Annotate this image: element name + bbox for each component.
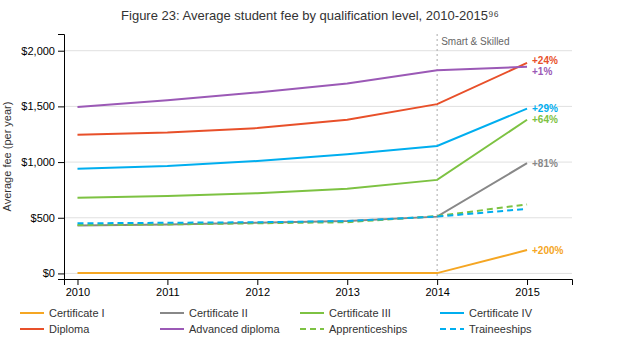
x-tick-label: 2013 — [335, 286, 359, 298]
grid — [64, 51, 572, 274]
y-axis-title: Average fee (per year) — [1, 102, 13, 212]
title: Figure 23: Average student fee by qualif… — [121, 8, 499, 23]
grid-line — [64, 162, 572, 163]
legend: Certificate I Certificate II Certificate I… — [20, 307, 533, 335]
legend-swatch — [300, 312, 324, 314]
legend-swatch — [300, 328, 324, 330]
legend-item: Certificate II — [160, 307, 248, 319]
y-tick-mark — [58, 106, 64, 107]
annotation: +24% — [532, 55, 558, 66]
y-tick-mark — [58, 273, 64, 274]
grid-line — [64, 106, 572, 107]
x-tick: 2011 — [156, 279, 180, 298]
series-line — [77, 67, 527, 107]
x-tick: 2015 — [515, 279, 539, 298]
legend-swatch — [160, 312, 184, 314]
series-line — [77, 209, 527, 223]
annotation: +29% — [532, 103, 558, 114]
y-tick-label: $500 — [31, 212, 55, 224]
x-tick: 2010 — [66, 279, 90, 298]
chart: $0 $500 $1,000 $1,500 $2,000 2010 2011 2012 2013… — [0, 0, 620, 349]
y-tick-mark — [58, 162, 64, 163]
legend-item: Certificate IV — [440, 307, 533, 319]
legend-item: Diploma — [20, 323, 90, 335]
annotation: +81% — [532, 158, 558, 169]
y-tick: $0 — [43, 267, 64, 279]
series-line — [77, 63, 527, 135]
grid-line — [64, 50, 572, 51]
x-tick-label: 2011 — [156, 286, 180, 298]
series-line — [77, 163, 527, 225]
plot: $0 $500 $1,000 $1,500 $2,000 2010 2011 2012 2013… — [1, 34, 573, 298]
x-tick-mark — [437, 279, 438, 285]
y-tick: $500 — [31, 212, 64, 224]
series-line — [77, 250, 527, 273]
legend-item: Traineeships — [440, 323, 532, 335]
legend-item: Advanced diploma — [160, 323, 280, 335]
annotation: +64% — [532, 114, 558, 125]
annotations: Smart & Skilled +24%+1% +29%+64% +81% +200% — [441, 36, 563, 256]
legend-label: Certificate IV — [469, 307, 533, 319]
legend-label: Certificate III — [329, 307, 391, 319]
legend-swatch — [20, 328, 44, 330]
y-tick: $1,000 — [21, 156, 64, 168]
x-tick: 2014 — [425, 279, 449, 298]
series-line — [77, 120, 527, 198]
y-axis: $0 $500 $1,000 $1,500 $2,000 — [21, 35, 64, 280]
x-tick-label: 2012 — [246, 286, 270, 298]
y-tick-mark — [58, 51, 64, 52]
x-axis: 2010 2011 2012 2013 2014 2015 — [65, 279, 573, 298]
y-tick-mark — [58, 218, 64, 219]
y-tick: $1,500 — [21, 100, 64, 112]
legend-item: Certificate III — [300, 307, 391, 319]
legend-item: Certificate I — [20, 307, 105, 319]
x-tick-mark — [527, 279, 528, 285]
x-tick-mark — [77, 279, 78, 285]
legend-swatch — [440, 328, 464, 330]
annotation: +1% — [532, 66, 552, 77]
legend-label: Certificate II — [189, 307, 248, 319]
x-axis-line — [65, 280, 573, 286]
legend-item: Apprenticeships — [300, 323, 408, 335]
marks — [77, 34, 527, 279]
y-tick-label: $1,500 — [21, 100, 55, 112]
legend-label: Advanced diploma — [189, 323, 280, 335]
series-line — [77, 204, 527, 225]
annotation: Smart & Skilled — [441, 36, 509, 47]
x-tick: 2012 — [246, 279, 270, 298]
x-tick-label: 2014 — [425, 286, 449, 298]
legend-label: Traineeships — [469, 323, 532, 335]
legend-label: Diploma — [49, 323, 90, 335]
x-tick-label: 2010 — [66, 286, 90, 298]
y-tick-label: $2,000 — [21, 45, 55, 57]
legend-swatch — [20, 312, 44, 314]
y-tick-label: $0 — [43, 267, 55, 279]
x-tick-label: 2015 — [515, 286, 539, 298]
y-tick-label: $1,000 — [21, 156, 55, 168]
x-tick: 2013 — [335, 279, 359, 298]
y-axis-line — [58, 35, 65, 280]
x-tick-mark — [347, 279, 348, 285]
x-tick-mark — [257, 279, 258, 285]
grid-line — [64, 217, 572, 218]
legend-swatch — [160, 328, 184, 330]
legend-label: Apprenticeships — [329, 323, 408, 335]
x-tick-mark — [167, 279, 168, 285]
annotation: +200% — [532, 245, 564, 256]
legend-label: Certificate I — [49, 307, 105, 319]
series-line — [77, 109, 527, 169]
legend-swatch — [440, 312, 464, 314]
y-tick: $2,000 — [21, 45, 64, 57]
